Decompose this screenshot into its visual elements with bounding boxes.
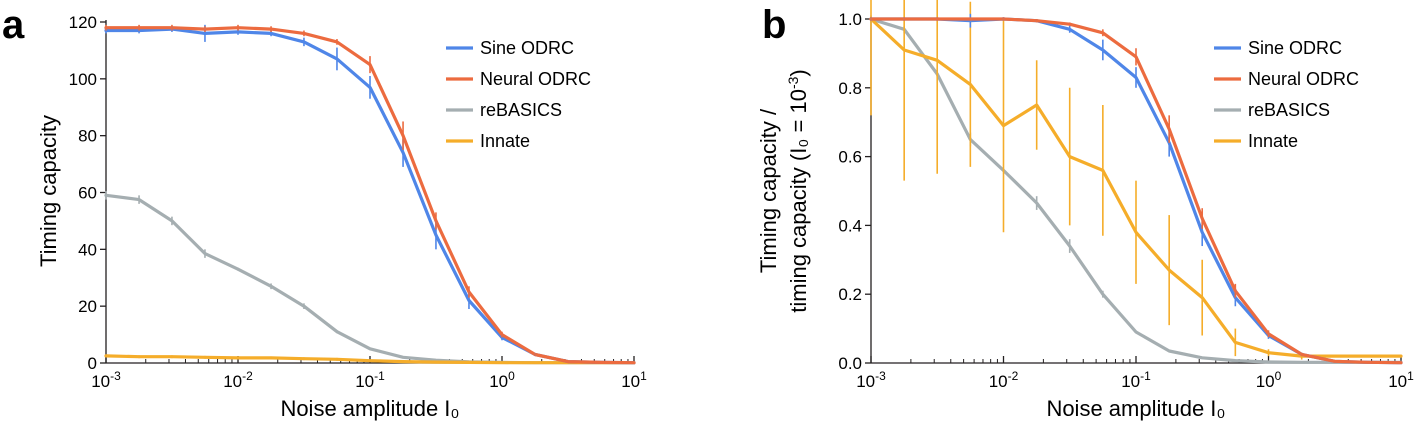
y-tick-label: 80	[78, 127, 97, 146]
x-axis-title-b: Noise amplitude I₀	[1046, 396, 1225, 421]
y-axis-title-b-line1: Timing capacity /	[756, 108, 781, 273]
y-axis-title-a: Timing capacity	[36, 115, 61, 267]
panel-a: a 10-3 10-2 10-1 100 101 0 20 40 60 80 100 120 Sine…	[2, 3, 647, 421]
panel-label-b: b	[762, 3, 786, 47]
legend-label: Neural ODRC	[1248, 69, 1359, 89]
x-tick-label: 10-2	[989, 369, 1019, 391]
legend-label: reBASICS	[480, 100, 562, 120]
legend-label: Sine ODRC	[480, 38, 574, 58]
legend-label: Neural ODRC	[480, 69, 591, 89]
panel-b: b 10-3 10-2 10-1 100 101 0.0 0.2 0.4 0.6 0.8 1.0 S…	[756, 0, 1414, 421]
legend-label: Innate	[1248, 131, 1298, 151]
y-tick-label: 0.2	[838, 285, 862, 304]
x-axis-title-a: Noise amplitude I₀	[280, 396, 459, 421]
legend-a: Sine ODRC Neural ODRC reBASICS Innate	[446, 38, 591, 151]
y-axis-title-b-line2: timing capacity (I₀ = 10-3)	[785, 69, 811, 313]
series-line-rebasics	[104, 193, 636, 365]
x-tick-label: 101	[621, 369, 647, 391]
panel-label-a: a	[2, 3, 25, 47]
x-tick-label: 100	[489, 369, 515, 391]
legend-label: Sine ODRC	[1248, 38, 1342, 58]
plot-area-b: 10-3 10-2 10-1 100 101 0.0 0.2 0.4 0.6 0.8 1.0	[838, 0, 1414, 391]
plot-area-a: 10-3 10-2 10-1 100 101 0 20 40 60 80 100 120	[69, 13, 647, 391]
y-tick-label: 0	[88, 354, 97, 373]
y-tick-label: 120	[69, 13, 97, 32]
x-tick-label: 10-1	[355, 369, 385, 391]
y-tick-label: 20	[78, 297, 97, 316]
y-tick-label: 1.0	[838, 10, 862, 29]
y-tick-label: 100	[69, 70, 97, 89]
y-tick-label: 40	[78, 240, 97, 259]
y-tick-label: 0.8	[838, 79, 862, 98]
x-tick-label: 10-3	[91, 369, 121, 391]
legend-label: Innate	[480, 131, 530, 151]
x-tick-label: 10-3	[856, 369, 886, 391]
legend-b: Sine ODRC Neural ODRC reBASICS Innate	[1214, 38, 1359, 151]
x-tick-label: 10-2	[223, 369, 253, 391]
y-tick-label: 60	[78, 184, 97, 203]
legend-label: reBASICS	[1248, 100, 1330, 120]
series-line-rebasics	[869, 17, 1403, 364]
y-tick-label: 0.0	[838, 354, 862, 373]
y-tick-label: 0.4	[838, 216, 862, 235]
y-tick-label: 0.6	[838, 148, 862, 167]
x-tick-label: 100	[1256, 369, 1282, 391]
x-tick-label: 10-1	[1121, 369, 1151, 391]
x-tick-label: 101	[1388, 369, 1414, 391]
